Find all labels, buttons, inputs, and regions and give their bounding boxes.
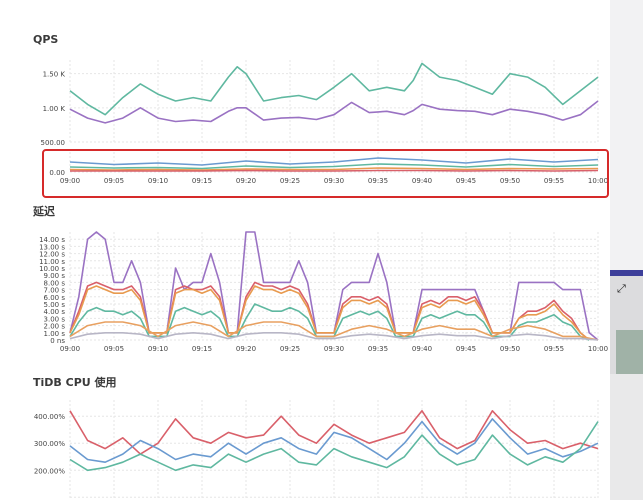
y-tick-label: 7.00 s	[44, 287, 66, 295]
latency-panel-title: 延迟	[33, 205, 55, 218]
x-tick-label: 09:50	[500, 345, 520, 353]
y-tick-label: 14.00 s	[39, 236, 65, 244]
series-line-1	[69, 62, 599, 116]
series-line-1	[69, 410, 599, 455]
series-line-2	[69, 100, 599, 124]
x-tick-label: 09:00	[60, 345, 80, 353]
y-tick-label: 1.00 K	[43, 105, 66, 113]
y-tick-label: 3.00 s	[44, 315, 66, 323]
x-tick-label: 09:30	[324, 177, 344, 185]
series-line-1	[69, 157, 599, 166]
dashboard-panels: QPS 延迟 TiDB CPU 使用 500.00 1.00 K 1.50 K 0.0…	[33, 33, 609, 500]
y-tick-label: 9.00 s	[44, 272, 66, 280]
x-tick-label: 09:35	[368, 177, 388, 185]
x-tick-label: 09:30	[324, 345, 344, 353]
y-tick-label: 400.00%	[34, 413, 65, 421]
series-line-6	[69, 332, 599, 341]
x-tick-label: 09:15	[192, 345, 212, 353]
y-tick-label: 8.00 s	[44, 279, 66, 287]
x-tick-label: 09:45	[456, 345, 476, 353]
expand-icon[interactable]: ⤢	[617, 283, 626, 295]
y-tick-label: 1.00 s	[44, 330, 66, 338]
x-tick-label: 09:50	[500, 177, 520, 185]
y-tick-label: 500.00	[41, 139, 66, 147]
x-tick-label: 09:15	[192, 177, 212, 185]
qps-panel-title: QPS	[33, 33, 59, 46]
y-tick-label: 0 ns	[50, 337, 65, 345]
y-tick-label: 5.00 s	[44, 301, 66, 309]
y-tick-label: 0.00	[49, 169, 65, 177]
x-tick-label: 09:00	[60, 177, 80, 185]
highlight-box	[42, 149, 609, 198]
series-line-2	[69, 418, 599, 463]
series-line-5	[69, 321, 599, 341]
x-tick-label: 09:25	[280, 177, 300, 185]
series-line-3	[69, 421, 599, 472]
x-tick-label: 09:05	[104, 345, 124, 353]
y-tick-label: 200.00%	[34, 467, 65, 475]
y-tick-label: 4.00 s	[44, 308, 66, 316]
x-tick-label: 09:05	[104, 177, 124, 185]
cpu-panel-title: TiDB CPU 使用	[33, 376, 117, 389]
x-tick-label: 09:20	[236, 345, 256, 353]
x-tick-label: 09:40	[412, 345, 432, 353]
y-tick-label: 11.00 s	[39, 258, 65, 266]
y-tick-label: 13.00 s	[39, 243, 65, 251]
y-tick-label: 10.00 s	[39, 265, 65, 273]
side-preview-chart	[616, 330, 643, 374]
x-tick-label: 09:10	[148, 177, 168, 185]
x-tick-label: 09:25	[280, 345, 300, 353]
x-tick-label: 09:55	[544, 345, 564, 353]
x-tick-label: 09:20	[236, 177, 256, 185]
y-tick-label: 2.00 s	[44, 323, 66, 331]
series-line-4	[70, 169, 599, 172]
series-line-2	[69, 163, 599, 170]
x-tick-label: 09:40	[412, 177, 432, 185]
y-tick-label: 12.00 s	[39, 251, 65, 259]
x-tick-label: 09:10	[148, 345, 168, 353]
x-tick-label: 10:00	[588, 345, 608, 353]
side-panel-top	[610, 0, 643, 270]
x-tick-label: 09:45	[456, 177, 476, 185]
y-tick-label: 6.00 s	[44, 294, 66, 302]
x-tick-label: 09:55	[544, 177, 564, 185]
y-tick-label: 300.00%	[34, 440, 65, 448]
series-line-3	[69, 167, 599, 171]
y-tick-label: 1.50 K	[43, 71, 66, 79]
x-tick-label: 10:00	[588, 177, 608, 185]
x-tick-label: 09:35	[368, 345, 388, 353]
side-blue-bar	[610, 270, 643, 276]
